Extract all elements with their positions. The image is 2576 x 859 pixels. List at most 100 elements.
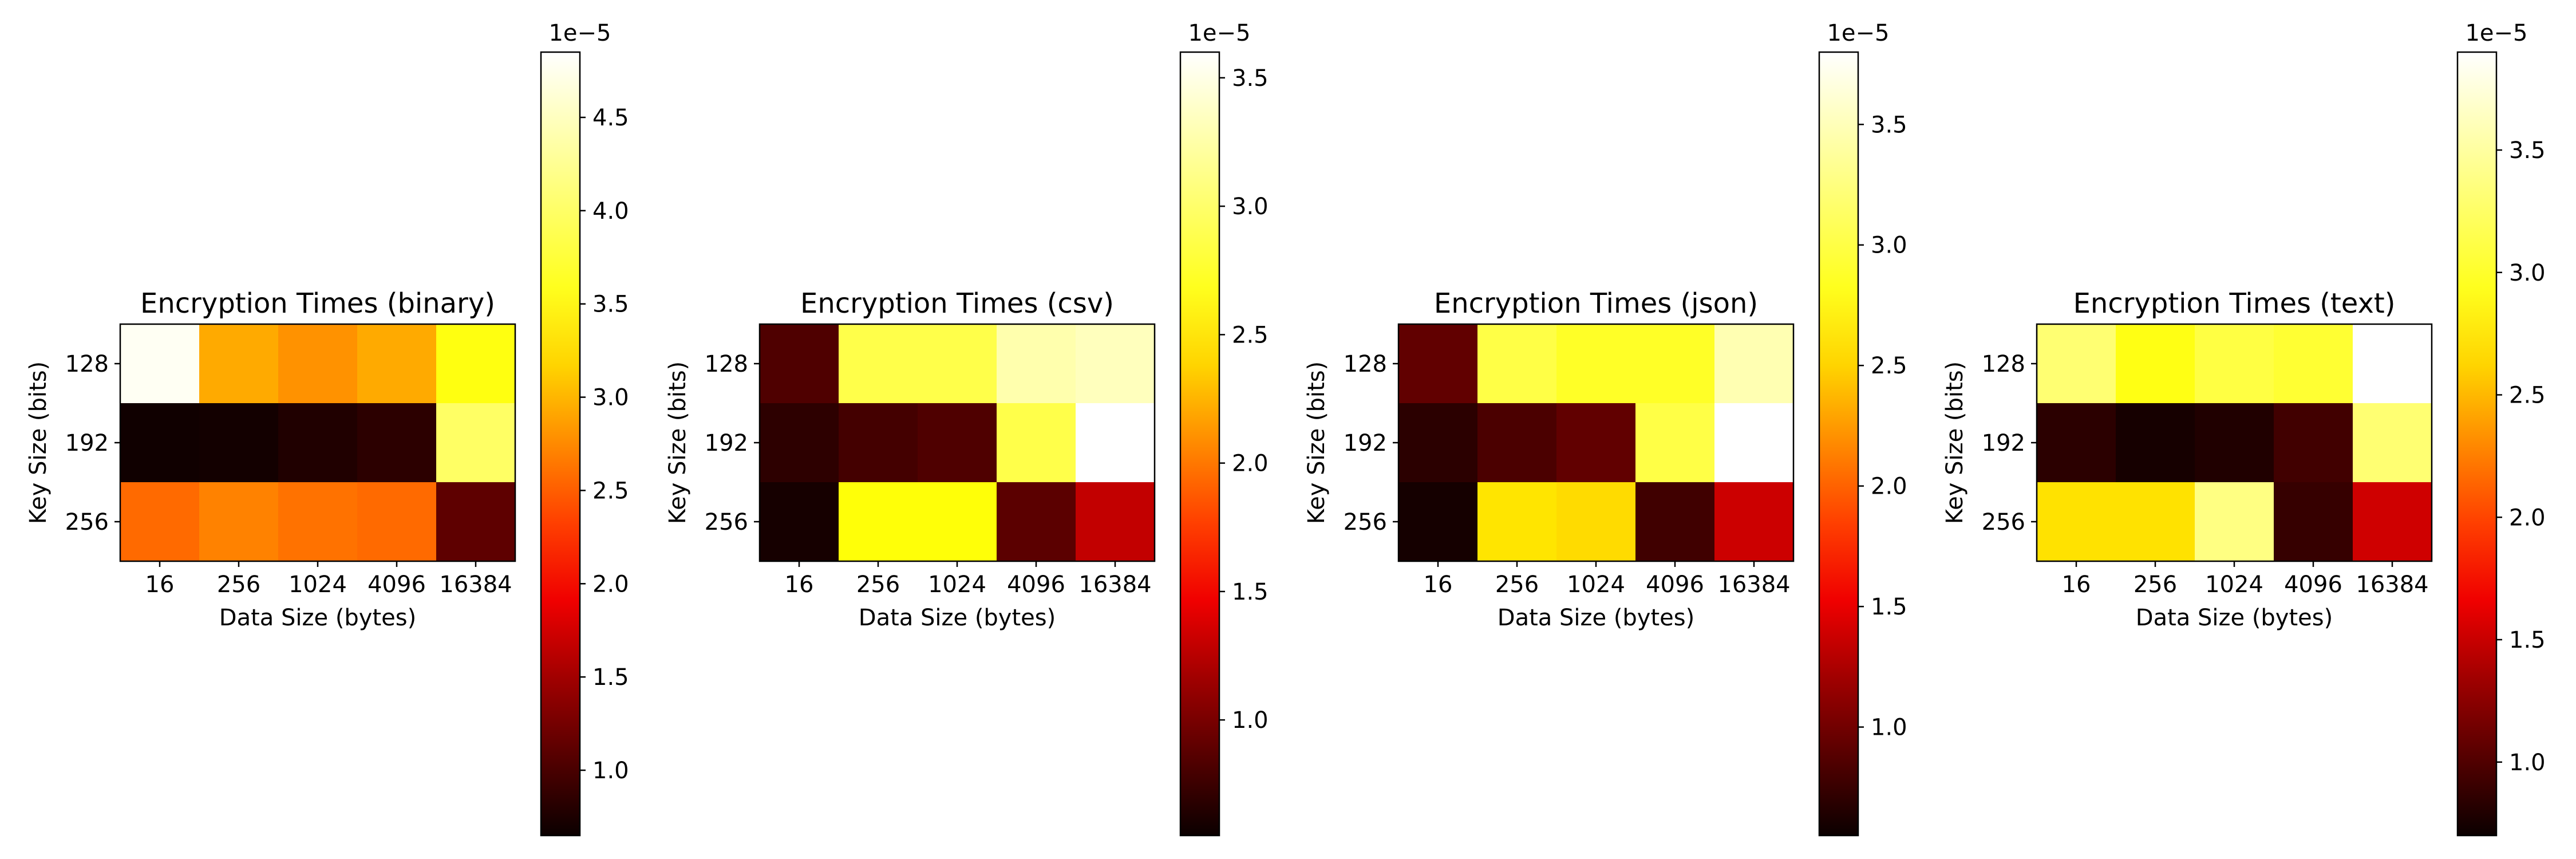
heatmap-cell-192-4096 xyxy=(2274,403,2353,483)
heatmap-cell-256-4096 xyxy=(1635,482,1715,562)
colorbar-tick-label: 2.0 xyxy=(2509,505,2546,531)
heatmap-cell-128-1024 xyxy=(1556,324,1636,404)
x-tick-label: 1024 xyxy=(1567,572,1625,598)
heatmap-cell-256-256 xyxy=(2116,482,2195,562)
heatmap-cell-256-16384 xyxy=(2353,482,2432,562)
heatmap-cell-128-16 xyxy=(1398,324,1478,404)
x-tick-label: 1024 xyxy=(928,572,986,598)
heatmap-cell-256-1024 xyxy=(278,482,358,562)
colorbar-tick-label: 2.5 xyxy=(1232,322,1269,348)
colorbar-tick-label: 1.5 xyxy=(1232,579,1269,605)
heatmap-cell-192-1024 xyxy=(278,403,358,483)
chart-title: Encryption Times (csv) xyxy=(800,287,1114,320)
x-tick-label: 16384 xyxy=(1078,572,1151,598)
heatmap-cell-256-16384 xyxy=(1714,482,1794,562)
heatmap-cell-128-16384 xyxy=(2353,324,2432,404)
colorbar xyxy=(1818,51,1859,837)
colorbar xyxy=(2456,51,2498,837)
heatmap-cell-256-16384 xyxy=(1076,482,1155,562)
heatmap-panel-json: Encryption Times (json) 16 256 1024 4096 1638… xyxy=(1303,20,1907,837)
heatmap-cell-192-16 xyxy=(760,403,839,483)
y-tick-label: 128 xyxy=(1982,351,2025,377)
heatmap-cell-128-1024 xyxy=(2195,324,2274,404)
heatmap-cell-256-1024 xyxy=(1556,482,1636,562)
x-tick-label: 16384 xyxy=(439,572,512,598)
x-tick-label: 256 xyxy=(856,572,900,598)
heatmap-cell-192-16 xyxy=(2037,403,2116,483)
heatmap-cell-128-4096 xyxy=(1635,324,1715,404)
heatmap-cell-256-16 xyxy=(760,482,839,562)
heatmap-cell-256-4096 xyxy=(2274,482,2353,562)
x-tick-label: 4096 xyxy=(2284,572,2342,598)
colorbar-tick-label: 2.5 xyxy=(2509,383,2546,409)
heatmap-cell-128-4096 xyxy=(2274,324,2353,404)
x-tick-label: 256 xyxy=(1495,572,1539,598)
colorbar-tick-label: 1.0 xyxy=(1871,715,1907,741)
colorbar-tick-label: 3.5 xyxy=(1871,112,1907,138)
heatmap-cell-128-16 xyxy=(120,324,200,404)
x-tick-label: 16384 xyxy=(2356,572,2428,598)
colorbar-tick-label: 1.5 xyxy=(2509,627,2546,653)
heatmap-cell-128-16 xyxy=(2037,324,2116,404)
y-tick-label: 128 xyxy=(705,351,748,377)
chart-title: Encryption Times (binary) xyxy=(140,287,495,320)
colorbar xyxy=(1179,51,1220,837)
colorbar-tick-label: 2.5 xyxy=(592,478,629,504)
heatmap-cell-128-256 xyxy=(839,324,918,404)
y-tick-label: 256 xyxy=(705,509,748,535)
x-tick-label: 16 xyxy=(1424,572,1453,598)
x-tick-label: 16 xyxy=(785,572,814,598)
y-tick-label: 256 xyxy=(1982,509,2025,535)
heatmap-cell-192-4096 xyxy=(1635,403,1715,483)
heatmap-cell-256-1024 xyxy=(2195,482,2274,562)
heatmap-cell-128-4096 xyxy=(357,324,437,404)
heatmap-panel-text: Encryption Times (text) 16 256 1024 4096 1638… xyxy=(1942,20,2546,837)
colorbar-offset-label: 1e−5 xyxy=(1188,20,1250,46)
heatmap-cell-192-16 xyxy=(1398,403,1478,483)
colorbar-tick-label: 3.0 xyxy=(2509,260,2546,286)
y-tick-label: 128 xyxy=(65,351,109,377)
colorbar-tick-label: 1.0 xyxy=(592,758,629,784)
heatmap-cell-256-16 xyxy=(1398,482,1478,562)
heatmap-cell-128-16384 xyxy=(1714,324,1794,404)
heatmap-cell-192-16384 xyxy=(1076,403,1155,483)
heatmap-cell-128-16384 xyxy=(1076,324,1155,404)
colorbar-offset-label: 1e−5 xyxy=(2465,20,2527,46)
heatmap-cell-256-256 xyxy=(1477,482,1557,562)
colorbar-tick-label: 1.5 xyxy=(592,664,629,691)
heatmap-cell-192-1024 xyxy=(2195,403,2274,483)
colorbar-tick-label: 1.0 xyxy=(1232,707,1269,734)
colorbar-tick-label: 3.0 xyxy=(1232,194,1269,220)
heatmap-cell-192-16 xyxy=(120,403,200,483)
heatmap-panel-binary: Encryption Times (binary) 16 256 1024 4096 16… xyxy=(25,20,629,837)
heatmap-cell-256-16 xyxy=(2037,482,2116,562)
heatmap-cell-192-4096 xyxy=(997,403,1076,483)
y-axis-label: Key Size (bits) xyxy=(665,361,691,524)
heatmap-cell-192-256 xyxy=(1477,403,1557,483)
x-axis-label: Data Size (bytes) xyxy=(1498,605,1694,631)
y-tick-label: 256 xyxy=(65,509,109,535)
heatmap-cell-192-16384 xyxy=(436,403,516,483)
x-tick-label: 1024 xyxy=(2205,572,2263,598)
colorbar-tick-label: 2.5 xyxy=(1871,353,1907,379)
y-axis-label: Key Size (bits) xyxy=(1303,361,1330,524)
heatmap-cell-192-16384 xyxy=(1714,403,1794,483)
x-axis-label: Data Size (bytes) xyxy=(859,605,1056,631)
colorbar-tick-label: 2.0 xyxy=(592,571,629,597)
colorbar-tick-label: 1.0 xyxy=(2509,750,2546,776)
heatmap-cell-256-4096 xyxy=(357,482,437,562)
heatmap-cell-192-256 xyxy=(839,403,918,483)
y-tick-label: 192 xyxy=(65,430,109,456)
y-tick-label: 192 xyxy=(705,430,748,456)
colorbar-tick-label: 2.0 xyxy=(1871,474,1907,500)
chart-title: Encryption Times (json) xyxy=(1434,287,1758,320)
chart-title: Encryption Times (text) xyxy=(2073,287,2396,320)
colorbar-offset-label: 1e−5 xyxy=(548,20,611,46)
x-tick-label: 4096 xyxy=(1646,572,1704,598)
heatmap-cell-256-16384 xyxy=(436,482,516,562)
heatmap-cell-256-1024 xyxy=(918,482,997,562)
y-tick-label: 128 xyxy=(1344,351,1387,377)
heatmap-cell-128-256 xyxy=(1477,324,1557,404)
colorbar-tick-label: 3.5 xyxy=(1232,65,1269,92)
heatmap-cell-128-1024 xyxy=(918,324,997,404)
